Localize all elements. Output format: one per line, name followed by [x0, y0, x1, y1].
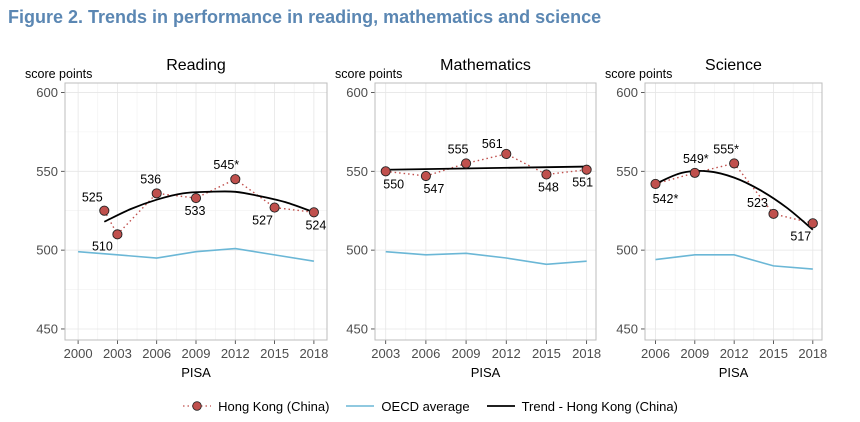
- reading-data-label: 533: [185, 204, 206, 218]
- reading-hongkong-point: [99, 205, 110, 216]
- reading-data-label: 524: [305, 218, 326, 232]
- mathematics-x-tick-label: 2015: [532, 346, 561, 361]
- mathematics-x-tick-label: 2003: [371, 346, 400, 361]
- legend-label-hongkong: Hong Kong (China): [218, 398, 330, 414]
- reading-x-tick-label: 2003: [103, 346, 132, 361]
- reading-data-label: 545*: [213, 158, 239, 172]
- science-y-tick-label: 550: [616, 164, 638, 179]
- mathematics-x-tick-label: 2018: [572, 346, 601, 361]
- mathematics-x-tick-label: 2009: [452, 346, 481, 361]
- science-oecd-line: [655, 254, 813, 270]
- science-x-tick-label: 2009: [680, 346, 709, 361]
- legend-line-trend: [486, 405, 515, 407]
- mathematics-y-tick-label: 500: [346, 243, 368, 258]
- reading-y-tick-label: 500: [36, 243, 58, 258]
- mathematics-hongkong-point: [581, 164, 592, 175]
- reading-x-axis-label: PISA: [181, 365, 211, 380]
- reading-y-axis-label: score points: [25, 67, 92, 81]
- mathematics-data-label: 551: [572, 176, 593, 190]
- reading-hongkong-point: [151, 188, 162, 199]
- reading-trend-curve: [103, 190, 315, 223]
- science-data-label: 555*: [713, 142, 739, 156]
- science-data-label: 542*: [653, 192, 679, 206]
- mathematics-hongkong-point: [380, 166, 391, 177]
- science-x-tick-label: 2012: [720, 346, 749, 361]
- legend-marker-hongkong: [183, 401, 212, 411]
- reading-x-tick-label: 2009: [182, 346, 211, 361]
- reading-y-tick-label: 450: [36, 321, 58, 336]
- science-x-tick-label: 2006: [641, 346, 670, 361]
- mathematics-data-label: 547: [423, 182, 444, 196]
- reading-data-label: 536: [140, 172, 161, 186]
- legend-label-trend: Trend - Hong Kong (China): [521, 398, 678, 414]
- mathematics-hongkong-point: [501, 148, 512, 160]
- science-x-tick-label: 2015: [759, 346, 788, 361]
- science-data-label: 523: [747, 196, 768, 210]
- reading-hongkong-point: [190, 193, 202, 204]
- reading-y-tick-label: 550: [36, 164, 58, 179]
- mathematics-x-tick-label: 2012: [492, 346, 521, 361]
- reading-panel-border: [64, 82, 328, 341]
- reading-data-label: 510: [92, 239, 113, 253]
- reading-hongkong-point: [269, 202, 280, 213]
- science-data-label: 549*: [683, 152, 709, 166]
- reading-x-tick-label: 2006: [142, 346, 171, 361]
- mathematics-data-label: 550: [383, 177, 404, 191]
- figure-title: Figure 2. Trends in performance in readi…: [8, 7, 602, 27]
- science-y-tick-label: 450: [616, 321, 638, 336]
- mathematics-hongkong-dotted-line: [385, 153, 587, 177]
- reading-x-tick-label: 2012: [221, 346, 250, 361]
- legend-item-oecd: OECD average: [345, 398, 470, 414]
- mathematics-hongkong-point: [541, 169, 552, 180]
- mathematics-hongkong-point: [420, 170, 431, 182]
- mathematics-x-tick-label: 2006: [411, 346, 440, 361]
- science-hongkong-point: [650, 178, 661, 189]
- mathematics-y-tick-label: 550: [346, 164, 368, 179]
- legend-line-oecd: [346, 405, 375, 407]
- science-y-axis-label: score points: [605, 67, 672, 81]
- legend-item-trend: Trend - Hong Kong (China): [486, 399, 678, 414]
- reading-panel-title: Reading: [166, 57, 226, 74]
- reading-data-label: 525: [82, 191, 103, 205]
- mathematics-oecd-line: [385, 250, 587, 266]
- mathematics-y-tick-label: 600: [346, 85, 368, 100]
- mathematics-y-tick-label: 450: [346, 321, 368, 336]
- science-trend-curve: [655, 169, 814, 231]
- science-x-tick-label: 2018: [798, 346, 827, 361]
- reading-hongkong-point: [308, 207, 319, 218]
- science-panel-border: [644, 82, 823, 341]
- mathematics-trend-curve: [385, 165, 587, 171]
- mathematics-panel-title: Mathematics: [440, 57, 531, 74]
- science-x-axis-label: PISA: [719, 365, 749, 380]
- mathematics-data-label: 548: [538, 180, 559, 194]
- science-y-tick-label: 600: [616, 85, 638, 100]
- mathematics-hongkong-point: [461, 158, 472, 169]
- reading-x-tick-label: 2018: [299, 346, 328, 361]
- reading-oecd-line: [78, 247, 315, 262]
- legend-item-hongkong: Hong Kong (China): [182, 399, 329, 414]
- science-y-tick-label: 500: [616, 243, 638, 258]
- reading-x-tick-label: 2015: [260, 346, 289, 361]
- mathematics-x-axis-label: PISA: [471, 365, 501, 380]
- science-hongkong-point: [729, 158, 740, 169]
- reading-hongkong-point: [230, 174, 241, 185]
- science-panel-title: Science: [705, 57, 762, 74]
- science-data-label: 517: [790, 229, 811, 243]
- mathematics-panel-border: [374, 82, 597, 341]
- mathematics-data-label: 555: [448, 142, 469, 156]
- mathematics-data-label: 561: [482, 137, 503, 151]
- reading-y-tick-label: 600: [36, 85, 58, 100]
- science-hongkong-point: [807, 218, 818, 229]
- reading-hongkong-point: [112, 229, 123, 240]
- reading-x-tick-label: 2000: [64, 346, 93, 361]
- legend-label-oecd: OECD average: [381, 398, 470, 414]
- charts-canvas: 450 500 550 600 2000 2003 2006 2009 2012 2015 2018…: [25, 57, 827, 380]
- science-hongkong-point: [768, 208, 779, 219]
- mathematics-y-axis-label: score points: [335, 67, 402, 81]
- reading-data-label: 527: [252, 214, 273, 228]
- legend: Hong Kong (China) OECD average Trend - H…: [0, 394, 860, 418]
- science-hongkong-point: [689, 167, 700, 178]
